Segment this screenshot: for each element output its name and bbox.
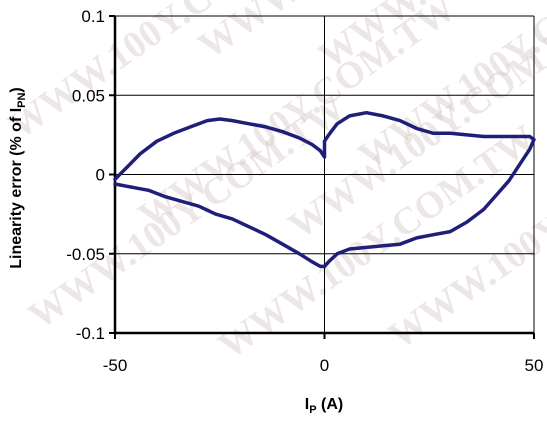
x-axis-label: IP (A) [305, 396, 343, 416]
y-axis-label: Linearity error (% of IPN) [8, 87, 28, 269]
watermark-layer: WWW.100Y.COM.TWWWW.100Y.COM.TWWWW.100Y.C… [1, 0, 547, 367]
x-tick-label: 0 [320, 356, 329, 375]
hysteresis-curve [113, 110, 536, 269]
y-axis-label-subscript: PN [16, 93, 28, 108]
y-axis-label-end: ) [8, 87, 25, 92]
y-tick-label: 0.1 [81, 7, 105, 26]
axes [109, 15, 535, 339]
tick-labels: -0.1 -0.05 0 0.05 0.1 -50 0 50 [66, 7, 543, 375]
x-axis-label-unit: (A) [317, 396, 344, 413]
y-tick-label: 0 [96, 166, 105, 185]
x-tick-label: -50 [103, 356, 128, 375]
y-tick-label: -0.1 [76, 324, 105, 343]
y-tick-label: 0.05 [72, 86, 105, 105]
y-tick-label: -0.05 [66, 245, 105, 264]
series-layer [113, 110, 536, 269]
x-tick-label: 50 [525, 356, 544, 375]
x-axis-label-subscript: P [309, 404, 316, 416]
